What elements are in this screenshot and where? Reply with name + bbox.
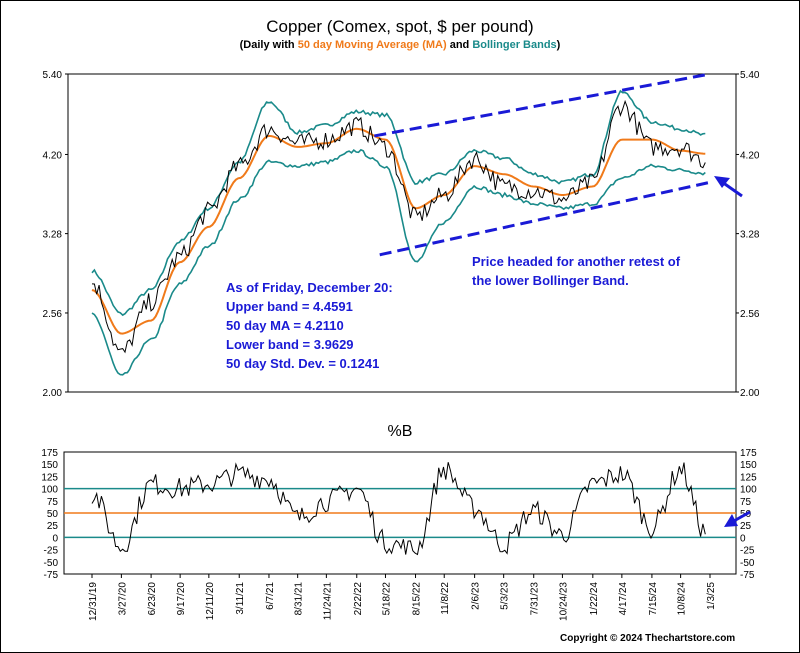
x-tick-label: 7/15/24 (648, 582, 659, 616)
percent-b-tick-label-left: 50 (47, 509, 59, 520)
y-tick-label-right: 4.20 (740, 150, 760, 161)
x-tick-label: 5/3/23 (500, 582, 511, 610)
annotation-box-line: Lower band = 3.9629 (226, 337, 354, 352)
x-tick-label: 11/24/21 (322, 582, 333, 621)
percent-b-tick-label-left: 100 (41, 485, 58, 496)
percent-b-tick-label-right: -50 (740, 558, 755, 569)
main-arrow-head (714, 176, 730, 188)
annotation-box-line: Upper band = 4.4591 (226, 299, 353, 314)
upper-channel-line (374, 72, 711, 138)
percent-b-tick-label-right: -75 (740, 570, 755, 581)
main-arrow-shaft (721, 180, 743, 198)
subtitle-bb-label: Bollinger Bands (472, 39, 557, 51)
y-tick-label-left: 2.56 (43, 309, 63, 320)
percent-b-tick-label-right: 25 (740, 521, 752, 532)
x-tick-label: 6/7/21 (265, 582, 276, 610)
x-tick-label: 7/31/23 (530, 582, 541, 616)
percent-b-line (91, 462, 706, 556)
percent-b-tick-label-right: 0 (740, 533, 746, 544)
percent-b-tick-label-right: 175 (740, 448, 757, 459)
subtitle-suffix: ) (556, 39, 561, 51)
percent-b-tick-label-right: 75 (740, 497, 752, 508)
x-tick-label: 5/18/22 (381, 582, 392, 616)
subtitle-prefix: (Daily with (239, 39, 298, 51)
percent-b-tick-label-left: -25 (44, 546, 59, 557)
percent-b-tick-label-left: -75 (44, 570, 59, 581)
y-tick-label-left: 5.40 (43, 70, 63, 81)
annotations: As of Friday, December 20: Upper band = 4… (218, 176, 751, 527)
y-tick-label-right: 3.28 (740, 230, 760, 241)
chart-subtitle: (Daily with 50 day Moving Average (MA) a… (0, 39, 800, 51)
percent-b-tick-label-left: 150 (41, 460, 58, 471)
chart-title: Copper (Comex, spot, $ per pound) (266, 17, 534, 36)
x-tick-label: 1/3/25 (706, 582, 717, 610)
annotation-box-line: 50 day Std. Dev. = 0.1241 (226, 356, 379, 371)
annotation-right-line: Price headed for another retest of (472, 254, 681, 269)
y-tick-label-right: 2.00 (740, 388, 760, 399)
main-y-ticks: 5.40 5.40 4.20 4.20 3.28 3.28 2.56 2.56 2.00 2.00 (43, 70, 760, 399)
percent-b-tick-label-right: 100 (740, 485, 757, 496)
lower-channel-line (379, 180, 711, 257)
annotation-box-line: 50 day MA = 4.2110 (226, 318, 344, 333)
x-tick-label: 8/15/22 (412, 582, 423, 616)
x-tick-label: 10/8/24 (677, 582, 688, 616)
percent-b-tick-label-left: 175 (41, 448, 58, 459)
percent-b-tick-label-left: -50 (44, 558, 59, 569)
x-tick-label: 11/8/22 (440, 582, 451, 615)
x-tick-label: 10/24/23 (558, 582, 569, 621)
trend-channel (374, 72, 711, 257)
percent-b-arrow-head (724, 514, 738, 527)
x-tick-label: 3/11/21 (235, 582, 246, 615)
annotation-right-line: the lower Bollinger Band. (472, 273, 629, 288)
x-tick-label: 2/6/23 (471, 582, 482, 610)
percent-b-tick-label-left: 25 (47, 521, 59, 532)
y-tick-label-right: 2.56 (740, 309, 760, 320)
copper-price-line (91, 99, 706, 354)
y-tick-label-left: 4.20 (43, 150, 63, 161)
subtitle-and: and (446, 39, 473, 51)
upper-bollinger-band-line (91, 89, 706, 317)
copyright: Copyright © 2024 Thechartstore.com (560, 633, 736, 644)
percent-b-tick-label-left: 75 (47, 497, 59, 508)
x-tick-label: 6/23/20 (147, 582, 158, 616)
main-series-group (91, 89, 706, 376)
y-tick-label-right: 5.40 (740, 70, 760, 81)
x-tick-label: 2/22/22 (353, 582, 364, 616)
percent-b-group (64, 462, 736, 556)
moving-average-line (91, 127, 706, 335)
percent-b-tick-label-left: 125 (41, 472, 58, 483)
subtitle-ma-label: 50 day Moving Average (MA) (297, 39, 447, 51)
x-tick-label: 4/17/24 (618, 582, 629, 616)
percent-b-tick-label-left: 0 (52, 533, 58, 544)
y-tick-label-left: 2.00 (43, 388, 63, 399)
x-tick-label: 1/22/24 (589, 582, 600, 616)
x-tick-label: 3/27/20 (117, 582, 128, 616)
x-tick-label: 12/31/19 (88, 582, 99, 621)
x-tick-label: 8/31/21 (294, 582, 305, 616)
percent-b-tick-label-right: -25 (740, 546, 755, 557)
x-tick-label: 9/17/20 (176, 582, 187, 616)
percent-b-title: %B (387, 423, 413, 440)
x-axis-ticks: 12/31/19 3/27/20 6/23/20 9/17/20 12/11/20 3/1… (88, 574, 717, 621)
percent-b-tick-label-right: 125 (740, 472, 757, 483)
y-tick-label-left: 3.28 (43, 230, 63, 241)
annotation-right-background (466, 248, 706, 292)
x-tick-label: 12/11/20 (205, 582, 216, 621)
lower-bollinger-band-line (91, 148, 706, 376)
percent-b-tick-label-right: 150 (740, 460, 757, 471)
annotation-box-line: As of Friday, December 20: (226, 280, 393, 295)
annotation-box-background (218, 272, 408, 374)
